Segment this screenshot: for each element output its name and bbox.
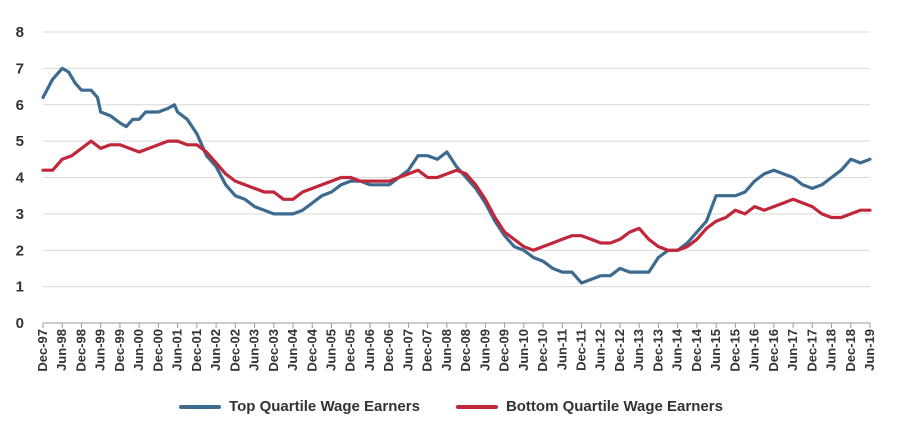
x-tick-label: Dec-10: [535, 329, 550, 372]
y-tick-label: 8: [16, 24, 24, 41]
legend: Top Quartile Wage Earners Bottom Quartil…: [0, 398, 902, 415]
legend-swatch-bottom-quartile: [455, 404, 498, 409]
y-tick-label: 1: [16, 279, 24, 296]
x-tick-label: Dec-16: [766, 329, 781, 372]
x-tick-label: Dec-98: [73, 329, 88, 372]
series-line-top-quartile: [41, 66, 872, 285]
x-tick-label: Jun-16: [747, 329, 762, 371]
series-lines: [41, 66, 872, 285]
y-tick-label: 3: [16, 206, 24, 223]
x-tick-label: Jun-14: [670, 328, 685, 371]
x-tick-label: Jun-18: [824, 329, 839, 371]
y-tick-label: 6: [16, 97, 24, 114]
x-tick-label: Dec-13: [650, 329, 665, 372]
x-tick-label: Jun-99: [93, 329, 108, 371]
x-tick-label: Dec-04: [304, 328, 319, 371]
x-tick-label: Dec-18: [843, 329, 858, 372]
y-tick-label: 5: [16, 133, 24, 150]
x-tick-label: Jun-15: [708, 329, 723, 371]
x-tick-label: Jun-07: [400, 329, 415, 371]
x-tick-label: Jun-01: [170, 329, 185, 371]
x-tick-label: Dec-03: [266, 329, 281, 372]
x-tick-label: Dec-14: [689, 328, 704, 371]
x-tick-label: Dec-99: [112, 329, 127, 372]
x-tick-label: Jun-19: [862, 329, 877, 371]
x-tick-label: Jun-04: [285, 328, 300, 371]
x-tick-label: Jun-00: [131, 329, 146, 371]
x-tick-label: Dec-02: [227, 329, 242, 372]
x-tick-label: Jun-05: [323, 329, 338, 371]
x-tick-label: Dec-15: [727, 329, 742, 372]
x-tick-label: Jun-12: [593, 329, 608, 371]
series-line-bottom-quartile: [41, 139, 872, 252]
x-tick-label: Dec-97: [35, 329, 50, 372]
x-tick-label: Dec-05: [343, 329, 358, 372]
legend-swatch-top-quartile: [179, 404, 222, 409]
x-axis: Dec-97 Jun-98 Dec-98 Jun-99 Dec-99 Jun-00 Dec-…: [35, 322, 877, 372]
x-tick-label: Jun-06: [362, 329, 377, 371]
y-tick-label: 0: [16, 315, 24, 332]
gridlines: [43, 31, 870, 288]
x-tick-label: Dec-00: [150, 329, 165, 372]
x-tick-label: Jun-11: [554, 329, 569, 370]
x-tick-label: Jun-03: [247, 329, 262, 371]
x-tick-label: Dec-09: [497, 329, 512, 372]
x-tick-label: Dec-08: [458, 329, 473, 372]
plot-area: 0 1 2 3 4 5 6 7 8 Dec-97 Jun-98 Dec-98 Jun-99 Dec-99…: [16, 24, 877, 372]
x-tick-label: Jun-08: [439, 329, 454, 371]
x-tick-label: Jun-13: [631, 329, 646, 371]
y-tick-label: 4: [16, 170, 25, 187]
x-tick-label: Jun-17: [785, 329, 800, 371]
x-tick-label: Jun-98: [54, 329, 69, 371]
y-tick-label: 2: [16, 242, 24, 259]
x-tick-label: Dec-01: [189, 329, 204, 372]
x-tick-label: Dec-17: [804, 329, 819, 372]
legend-item-bottom-quartile: Bottom Quartile Wage Earners: [455, 398, 723, 415]
x-tick-label: Jun-09: [477, 329, 492, 371]
x-tick-label: Dec-06: [381, 329, 396, 372]
x-tick-label: Dec-12: [612, 329, 627, 372]
legend-item-top-quartile: Top Quartile Wage Earners: [179, 398, 420, 415]
legend-label-top-quartile: Top Quartile Wage Earners: [229, 398, 420, 415]
x-tick-label: Dec-07: [420, 329, 435, 372]
x-tick-label: Jun-02: [208, 329, 223, 371]
legend-label-bottom-quartile: Bottom Quartile Wage Earners: [505, 398, 723, 415]
x-tick-label: Dec-11: [574, 329, 589, 371]
y-axis-ticks: 0 1 2 3 4 5 6 7 8: [16, 24, 25, 332]
y-tick-label: 7: [16, 60, 24, 77]
x-tick-label: Jun-10: [516, 329, 531, 371]
